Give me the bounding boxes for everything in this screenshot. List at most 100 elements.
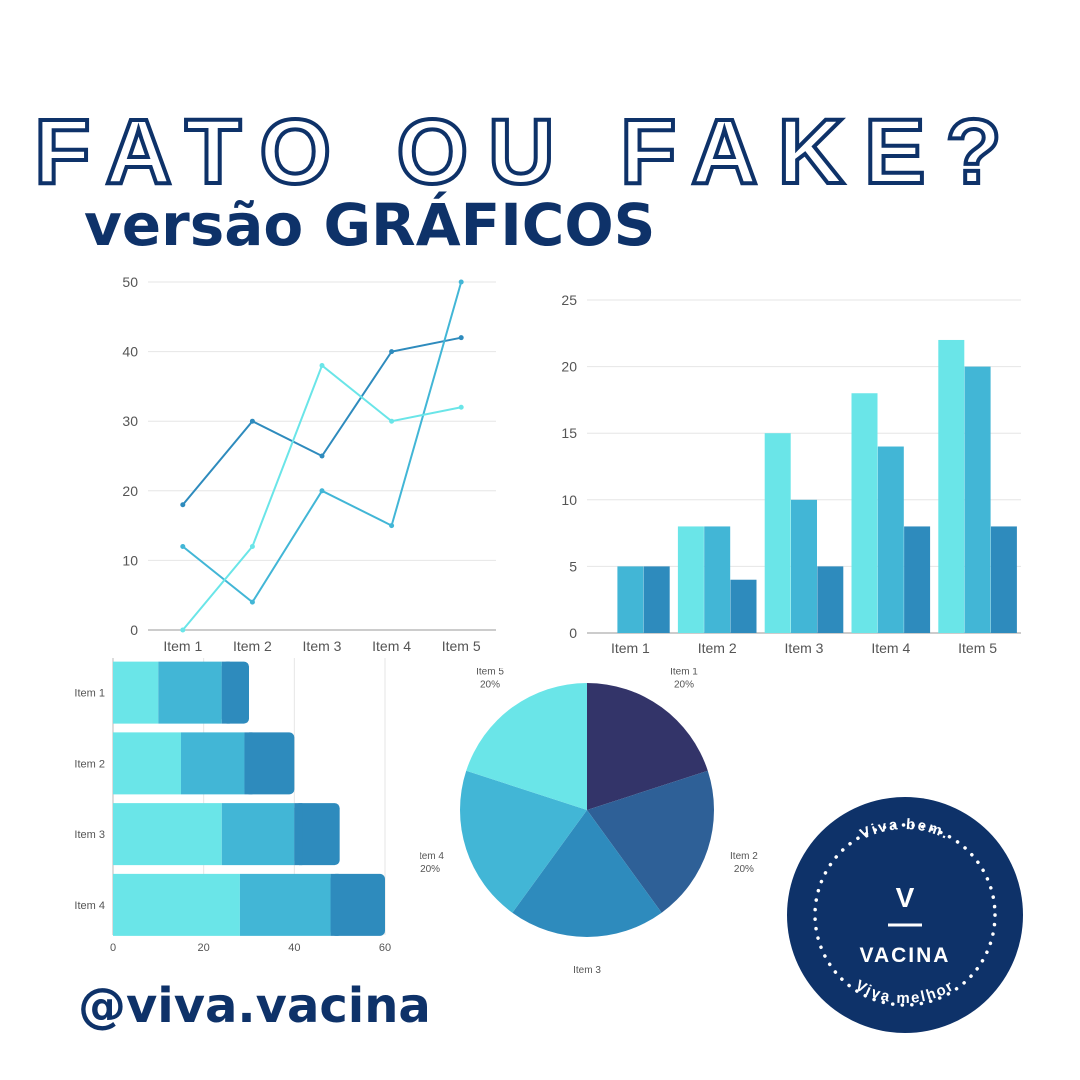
- series-line: [182, 281, 463, 604]
- bar: [643, 566, 670, 633]
- x-tick-label: Item 5: [442, 638, 481, 654]
- grouped-bar-chart: 0 5 10 15 20 25 Item 1 Item 2 Item 3 Item 4 Item 5: [561, 292, 1021, 656]
- y-tick-label: Item 4: [74, 900, 105, 912]
- bar-segment-joint: [221, 661, 230, 724]
- data-point: [180, 543, 186, 549]
- data-point: [249, 543, 255, 549]
- bar-segment: [113, 661, 159, 724]
- title-graphic: FATO OU FAKE?: [32, 99, 1022, 200]
- data-point: [319, 363, 325, 369]
- y-tick-label: 30: [122, 413, 138, 429]
- y-tick-label: 20: [122, 483, 138, 499]
- x-tick-label: Item 1: [163, 638, 202, 654]
- data-point: [319, 453, 325, 459]
- data-point: [389, 418, 395, 424]
- bar: [938, 339, 965, 633]
- bar: [877, 446, 904, 633]
- line-chart: 0 10 20 30 40 50 Item 1 Item 2 Item 3 Item 4 Item …: [122, 274, 496, 654]
- vacina-badge: Viva bem. Viva melhor V VACINA: [787, 797, 1023, 1033]
- bar: [990, 526, 1017, 633]
- bar-segment: [113, 732, 181, 795]
- data-point: [249, 599, 255, 605]
- bar: [791, 499, 817, 633]
- pie-slice: [466, 683, 587, 810]
- bar: [851, 393, 878, 633]
- badge-dotted-ring: [813, 823, 997, 1007]
- pie-slice: [460, 770, 587, 913]
- y-tick-label: 15: [561, 425, 577, 441]
- bar: [764, 433, 791, 633]
- slice-label: Item 5: [476, 668, 504, 678]
- y-tick-label: Item 3: [74, 829, 105, 841]
- page-title: FATO OU FAKE?: [34, 101, 1022, 200]
- x-tick-label: Item 5: [958, 640, 997, 656]
- data-point: [458, 404, 464, 410]
- data-point: [319, 488, 325, 494]
- data-point: [458, 335, 464, 341]
- x-tick-label: Item 4: [871, 640, 910, 656]
- data-point: [180, 502, 186, 508]
- x-tick-label: Item 2: [698, 640, 737, 656]
- bar-segment: [181, 732, 245, 795]
- bar-segment: [330, 873, 385, 936]
- pie-chart: Item 1 20% Item 2 20% Item 3 20% Item 4 20% Item…: [420, 668, 758, 976]
- data-point: [458, 279, 464, 285]
- bar-segment-joint: [294, 803, 303, 866]
- series-line: [182, 363, 462, 631]
- bar-segment: [113, 873, 240, 936]
- bar-segment: [113, 803, 222, 866]
- stacked-bar-chart: 0 20 40 60 Item 1 Item 2 Item 3 Item 4: [74, 658, 391, 954]
- bar: [817, 566, 844, 633]
- slice-label: Item 1: [670, 668, 698, 678]
- social-handle: @viva.vacina: [78, 978, 431, 1034]
- pie-slice: [587, 683, 708, 810]
- x-tick-label: Item 3: [303, 638, 342, 654]
- data-point: [180, 627, 186, 633]
- y-tick-label: 0: [569, 625, 577, 641]
- y-tick-label: Item 1: [74, 688, 105, 700]
- page-subtitle: versão GRÁFICOS: [84, 191, 656, 259]
- slice-percent-label: 20%: [734, 864, 754, 875]
- bar-segment-joint: [244, 732, 253, 795]
- y-tick-label: Item 2: [74, 758, 105, 770]
- bar: [904, 526, 931, 633]
- x-tick-label: 20: [198, 942, 210, 954]
- badge-circle: [787, 797, 1023, 1033]
- data-point: [389, 349, 395, 355]
- bar-segment-joint: [330, 873, 339, 936]
- slice-label: Item 2: [730, 851, 758, 862]
- bar-segment: [239, 873, 331, 936]
- slice-percent-label: 20%: [674, 680, 694, 691]
- x-tick-label: 0: [110, 942, 116, 954]
- x-tick-label: Item 2: [233, 638, 272, 654]
- slice-label: Item 3: [573, 965, 601, 976]
- y-tick-label: 20: [561, 359, 577, 375]
- y-tick-label: 40: [122, 344, 138, 360]
- slice-label: Item 4: [420, 851, 444, 862]
- bar: [617, 566, 644, 633]
- y-tick-label: 0: [130, 622, 138, 638]
- badge-letter: V: [896, 882, 915, 913]
- bar-segment: [221, 803, 295, 866]
- y-tick-label: 10: [122, 552, 138, 568]
- bar-segment: [158, 661, 222, 724]
- bar: [730, 579, 757, 633]
- bar: [964, 366, 991, 633]
- bar: [704, 526, 731, 633]
- data-point: [389, 523, 395, 529]
- slice-percent-label: 20%: [420, 864, 440, 875]
- y-tick-label: 50: [122, 274, 138, 290]
- x-tick-label: Item 1: [611, 640, 650, 656]
- badge-name: VACINA: [860, 944, 951, 967]
- x-tick-label: 60: [379, 942, 391, 954]
- y-tick-label: 10: [561, 492, 577, 508]
- y-tick-label: 25: [561, 292, 577, 308]
- x-tick-label: 40: [288, 942, 300, 954]
- bar-segment: [244, 732, 295, 795]
- x-tick-label: Item 3: [785, 640, 824, 656]
- bar-segment: [294, 803, 340, 866]
- pie-slice: [587, 770, 714, 913]
- pie-slice: [512, 810, 662, 937]
- bar: [677, 526, 704, 633]
- data-point: [249, 418, 255, 424]
